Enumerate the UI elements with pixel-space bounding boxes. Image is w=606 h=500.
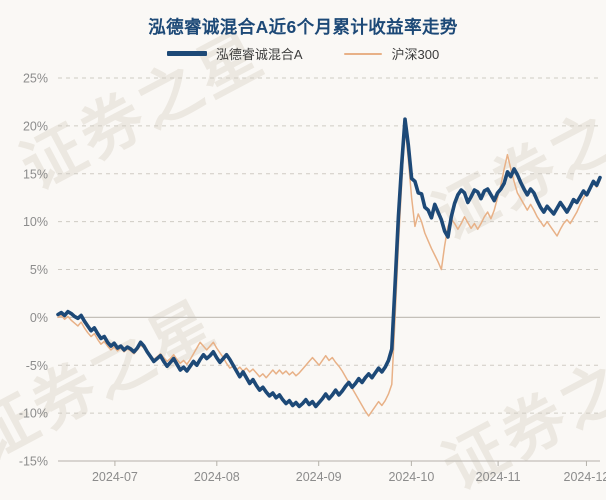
legend-label-benchmark: 沪深300 — [391, 47, 440, 62]
y-axis-ticks: 25% 20% 15% 10% 5% 0% -5% -10% -15% — [19, 72, 48, 469]
x-axis: 2024-07 2024-08 2024-09 2024-10 2024-11 2024-… — [58, 460, 606, 484]
y-axis-tick-label: -15% — [19, 455, 48, 469]
y-axis-tick-label: 0% — [30, 311, 48, 325]
y-axis-tick-label: 25% — [23, 72, 48, 86]
y-axis-tick-label: -10% — [19, 407, 48, 421]
benchmark-line — [57, 125, 601, 417]
chart-legend: 泓德睿诚混合A 沪深300 — [0, 44, 606, 63]
x-axis-tick-label: 2024-11 — [476, 470, 521, 484]
x-axis-tick-label: 2024-07 — [92, 470, 138, 484]
y-axis-tick-label: 20% — [23, 119, 48, 133]
legend-item-fund[interactable]: 泓德睿诚混合A — [166, 44, 303, 63]
gridlines — [58, 77, 600, 462]
y-axis-tick-label: 5% — [30, 263, 48, 277]
fund-line — [56, 117, 602, 409]
y-axis-tick-label: 15% — [23, 167, 48, 181]
y-axis-tick-label: -5% — [26, 359, 48, 373]
x-axis-tick-label: 2024-10 — [388, 470, 434, 484]
legend-swatch-benchmark-icon — [344, 52, 383, 55]
chart-title: 泓德睿诚混合A近6个月累计收益率走势 — [148, 17, 458, 37]
series-fund — [56, 117, 602, 409]
legend-item-benchmark[interactable]: 沪深300 — [344, 44, 439, 63]
legend-swatch-fund-icon — [166, 51, 207, 56]
legend-label-fund: 泓德睿诚混合A — [215, 47, 303, 62]
x-axis-tick-label: 2024-09 — [296, 470, 342, 484]
series-benchmark — [57, 125, 601, 417]
x-axis-tick-label: 2024-08 — [194, 470, 240, 484]
y-axis-tick-label: 10% — [23, 215, 48, 229]
x-axis-tick-label: 2024-12 — [564, 470, 606, 484]
